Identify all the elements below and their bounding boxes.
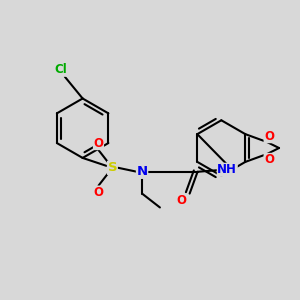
- Text: O: O: [264, 153, 274, 167]
- Text: O: O: [264, 130, 274, 142]
- Text: Cl: Cl: [55, 63, 67, 76]
- Text: S: S: [107, 161, 117, 174]
- Text: N: N: [136, 165, 148, 178]
- Text: O: O: [94, 186, 103, 199]
- Text: NH: NH: [217, 163, 237, 176]
- Text: O: O: [94, 136, 103, 150]
- Text: O: O: [177, 194, 187, 207]
